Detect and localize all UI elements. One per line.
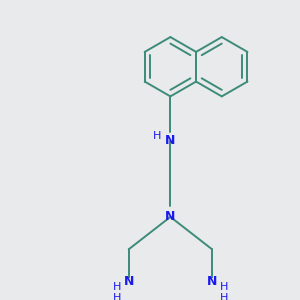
Text: H: H — [153, 131, 162, 141]
Text: N: N — [165, 134, 176, 147]
Text: H: H — [112, 293, 121, 300]
Text: N: N — [124, 275, 134, 288]
Text: H: H — [112, 282, 121, 292]
Text: N: N — [165, 210, 176, 224]
Text: H: H — [220, 293, 228, 300]
Text: N: N — [207, 275, 217, 288]
Text: H: H — [220, 282, 228, 292]
